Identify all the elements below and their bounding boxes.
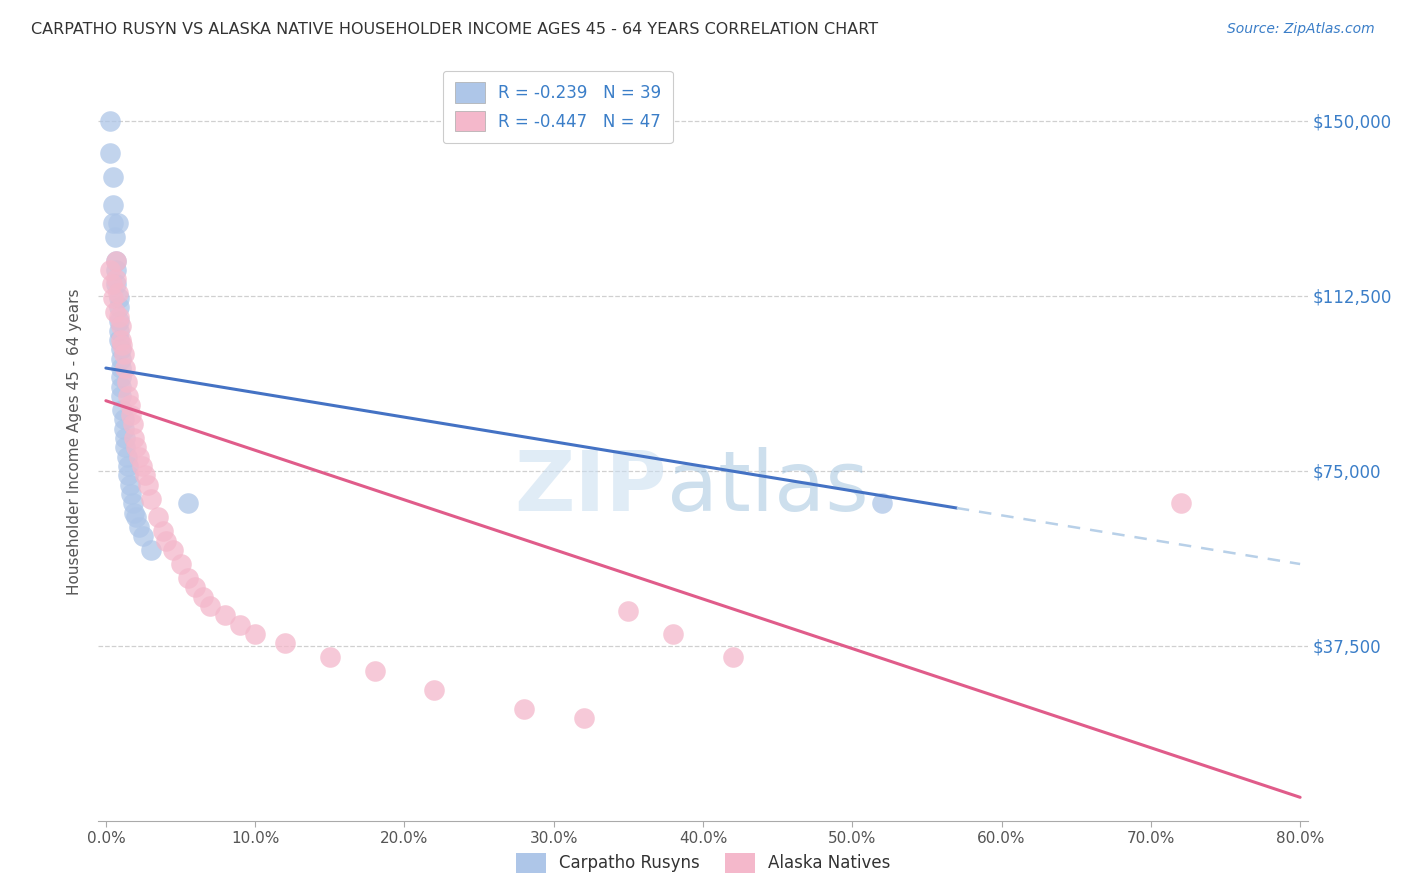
Point bbox=[107, 286, 129, 301]
Point bbox=[136, 477, 159, 491]
Point bbox=[513, 701, 536, 715]
Point bbox=[162, 543, 184, 558]
Point bbox=[132, 529, 155, 543]
Point bbox=[117, 468, 139, 483]
Point bbox=[200, 599, 222, 613]
Point bbox=[111, 403, 134, 417]
Point bbox=[98, 113, 121, 128]
Point bbox=[152, 524, 174, 539]
Point bbox=[98, 263, 121, 277]
Point bbox=[103, 291, 125, 305]
Point bbox=[105, 253, 128, 268]
Point bbox=[662, 627, 685, 641]
Point bbox=[319, 650, 342, 665]
Point bbox=[108, 314, 131, 328]
Point bbox=[114, 361, 136, 376]
Point bbox=[105, 263, 128, 277]
Text: CARPATHO RUSYN VS ALASKA NATIVE HOUSEHOLDER INCOME AGES 45 - 64 YEARS CORRELATIO: CARPATHO RUSYN VS ALASKA NATIVE HOUSEHOL… bbox=[31, 22, 879, 37]
Point bbox=[617, 604, 640, 618]
Point bbox=[184, 580, 207, 594]
Point bbox=[104, 230, 127, 244]
Point bbox=[107, 216, 129, 230]
Point bbox=[110, 319, 132, 334]
Point bbox=[104, 305, 127, 319]
Legend: Carpatho Rusyns, Alaska Natives: Carpatho Rusyns, Alaska Natives bbox=[509, 847, 897, 880]
Point bbox=[105, 253, 128, 268]
Point bbox=[103, 216, 125, 230]
Text: atlas: atlas bbox=[666, 447, 869, 527]
Point bbox=[110, 333, 132, 347]
Point bbox=[110, 343, 132, 357]
Point bbox=[128, 519, 150, 533]
Point bbox=[114, 431, 136, 445]
Point bbox=[120, 408, 142, 422]
Point bbox=[117, 389, 139, 403]
Point bbox=[110, 380, 132, 394]
Point bbox=[363, 665, 385, 679]
Point bbox=[229, 617, 252, 632]
Point bbox=[118, 477, 141, 491]
Point bbox=[110, 370, 132, 384]
Point bbox=[191, 590, 214, 604]
Point bbox=[103, 169, 125, 184]
Point bbox=[134, 468, 156, 483]
Point bbox=[121, 496, 143, 510]
Point bbox=[721, 650, 744, 665]
Point bbox=[125, 441, 148, 455]
Point bbox=[115, 450, 138, 464]
Point bbox=[139, 491, 162, 506]
Point bbox=[274, 636, 297, 650]
Point bbox=[572, 711, 595, 725]
Point bbox=[125, 510, 148, 524]
Point bbox=[101, 277, 124, 291]
Point bbox=[1170, 496, 1192, 510]
Point bbox=[243, 627, 266, 641]
Point bbox=[108, 333, 131, 347]
Point bbox=[423, 683, 446, 698]
Point bbox=[108, 310, 131, 324]
Point bbox=[110, 361, 132, 376]
Point bbox=[121, 417, 143, 431]
Point bbox=[112, 347, 135, 361]
Point bbox=[122, 431, 145, 445]
Point bbox=[118, 398, 141, 412]
Point bbox=[112, 422, 135, 436]
Point bbox=[98, 146, 121, 161]
Point bbox=[110, 389, 132, 403]
Point bbox=[105, 277, 128, 291]
Point bbox=[120, 487, 142, 501]
Text: ZIP: ZIP bbox=[515, 447, 666, 527]
Point bbox=[112, 412, 135, 426]
Point bbox=[122, 506, 145, 520]
Point bbox=[108, 291, 131, 305]
Point bbox=[169, 557, 191, 571]
Legend: R = -0.239   N = 39, R = -0.447   N = 47: R = -0.239 N = 39, R = -0.447 N = 47 bbox=[443, 70, 673, 143]
Point bbox=[139, 543, 162, 558]
Point bbox=[177, 496, 200, 510]
Point bbox=[108, 324, 131, 338]
Point bbox=[115, 375, 138, 389]
Point bbox=[870, 496, 893, 510]
Point bbox=[114, 441, 136, 455]
Point bbox=[177, 571, 200, 585]
Point bbox=[131, 458, 153, 473]
Point bbox=[111, 337, 134, 351]
Point bbox=[110, 351, 132, 366]
Point bbox=[128, 450, 150, 464]
Text: Source: ZipAtlas.com: Source: ZipAtlas.com bbox=[1227, 22, 1375, 37]
Y-axis label: Householder Income Ages 45 - 64 years: Householder Income Ages 45 - 64 years bbox=[67, 288, 83, 595]
Point bbox=[146, 510, 169, 524]
Point bbox=[103, 198, 125, 212]
Point bbox=[155, 533, 177, 548]
Point bbox=[214, 608, 236, 623]
Point bbox=[117, 458, 139, 473]
Point bbox=[105, 272, 128, 286]
Point bbox=[108, 301, 131, 315]
